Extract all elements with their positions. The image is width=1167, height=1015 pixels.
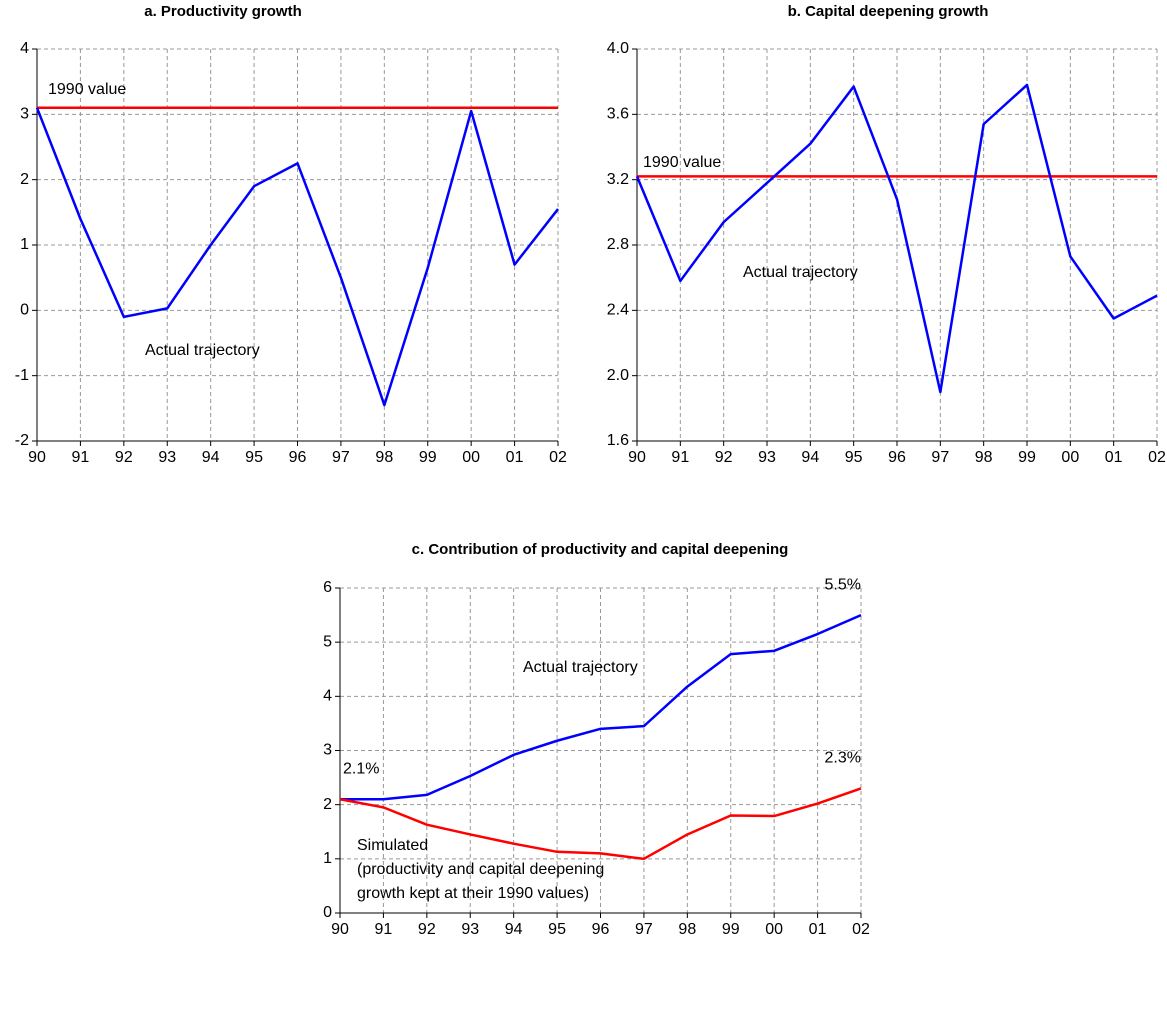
x-tick-label: 91 xyxy=(671,449,689,466)
x-tick-label: 01 xyxy=(506,449,524,466)
x-tick-label: 98 xyxy=(975,449,993,466)
y-tick-label: 1 xyxy=(20,236,29,253)
x-tick-label: 93 xyxy=(158,449,176,466)
chart-title: b. Capital deepening growth xyxy=(788,3,989,20)
value-label: 2.1% xyxy=(343,760,379,777)
x-tick-label: 99 xyxy=(419,449,437,466)
y-tick-label: 1.6 xyxy=(607,432,629,449)
y-tick-label: 2.8 xyxy=(607,236,629,253)
series-line xyxy=(339,787,862,861)
x-tick-label: 91 xyxy=(375,921,393,938)
x-tick-label: 96 xyxy=(888,449,906,466)
y-tick-label: 4 xyxy=(323,688,332,705)
reference-label: 1990 value xyxy=(48,81,126,98)
x-tick-label: 94 xyxy=(505,921,523,938)
y-tick-label: 2.0 xyxy=(607,367,629,384)
x-tick-label: 00 xyxy=(765,921,783,938)
x-tick-label: 95 xyxy=(548,921,566,938)
x-tick-label: 02 xyxy=(852,921,870,938)
y-tick-label: 3 xyxy=(20,106,29,123)
x-tick-label: 95 xyxy=(845,449,863,466)
x-tick-label: 90 xyxy=(28,449,46,466)
chart-title: c. Contribution of productivity and capi… xyxy=(412,541,789,558)
y-tick-label: 2.4 xyxy=(607,302,629,319)
series-note: growth kept at their 1990 values) xyxy=(357,885,589,902)
reference-label: 1990 value xyxy=(643,154,721,171)
y-tick-label: 0 xyxy=(20,302,29,319)
value-label: 5.5% xyxy=(825,576,861,593)
y-tick-label: 2 xyxy=(323,796,332,813)
x-tick-label: 98 xyxy=(375,449,393,466)
x-tick-label: 00 xyxy=(1061,449,1079,466)
x-tick-label: 94 xyxy=(801,449,819,466)
x-tick-label: 94 xyxy=(202,449,220,466)
series-label: Actual trajectory xyxy=(145,342,260,359)
series-label: Simulated xyxy=(357,837,428,854)
y-tick-label: 5 xyxy=(323,633,332,650)
x-tick-label: 98 xyxy=(678,921,696,938)
x-tick-label: 97 xyxy=(931,449,949,466)
y-tick-label: -1 xyxy=(15,367,29,384)
x-tick-label: 00 xyxy=(462,449,480,466)
chart-title: a. Productivity growth xyxy=(144,3,302,20)
series-line xyxy=(340,613,862,801)
x-tick-label: 01 xyxy=(809,921,827,938)
series-line xyxy=(635,83,1158,394)
x-tick-label: 96 xyxy=(592,921,610,938)
series-label: Actual trajectory xyxy=(523,659,638,676)
series-line xyxy=(35,107,559,407)
series-note: (productivity and capital deepening xyxy=(357,861,604,878)
x-tick-label: 97 xyxy=(635,921,653,938)
x-tick-label: 02 xyxy=(1148,449,1166,466)
y-tick-label: 0 xyxy=(323,904,332,921)
x-tick-label: 99 xyxy=(1018,449,1036,466)
x-tick-label: 96 xyxy=(289,449,307,466)
y-tick-label: 6 xyxy=(323,579,332,596)
x-tick-label: 01 xyxy=(1105,449,1123,466)
y-tick-label: 3 xyxy=(323,742,332,759)
x-tick-label: 92 xyxy=(418,921,436,938)
y-tick-label: 2 xyxy=(20,171,29,188)
x-tick-label: 97 xyxy=(332,449,350,466)
x-tick-label: 92 xyxy=(715,449,733,466)
x-tick-label: 90 xyxy=(331,921,349,938)
y-tick-label: 3.2 xyxy=(607,171,629,188)
x-tick-label: 95 xyxy=(245,449,263,466)
y-tick-label: 4.0 xyxy=(607,40,629,57)
x-tick-label: 91 xyxy=(72,449,90,466)
x-tick-label: 93 xyxy=(758,449,776,466)
x-tick-label: 92 xyxy=(115,449,133,466)
value-label: 2.3% xyxy=(825,750,861,767)
y-tick-label: 1 xyxy=(323,850,332,867)
y-tick-label: 4 xyxy=(20,40,29,57)
y-tick-label: -2 xyxy=(15,432,29,449)
x-tick-label: 90 xyxy=(628,449,646,466)
y-tick-label: 3.6 xyxy=(607,106,629,123)
x-tick-label: 93 xyxy=(461,921,479,938)
x-tick-label: 02 xyxy=(549,449,567,466)
x-tick-label: 99 xyxy=(722,921,740,938)
series-label: Actual trajectory xyxy=(743,264,858,281)
